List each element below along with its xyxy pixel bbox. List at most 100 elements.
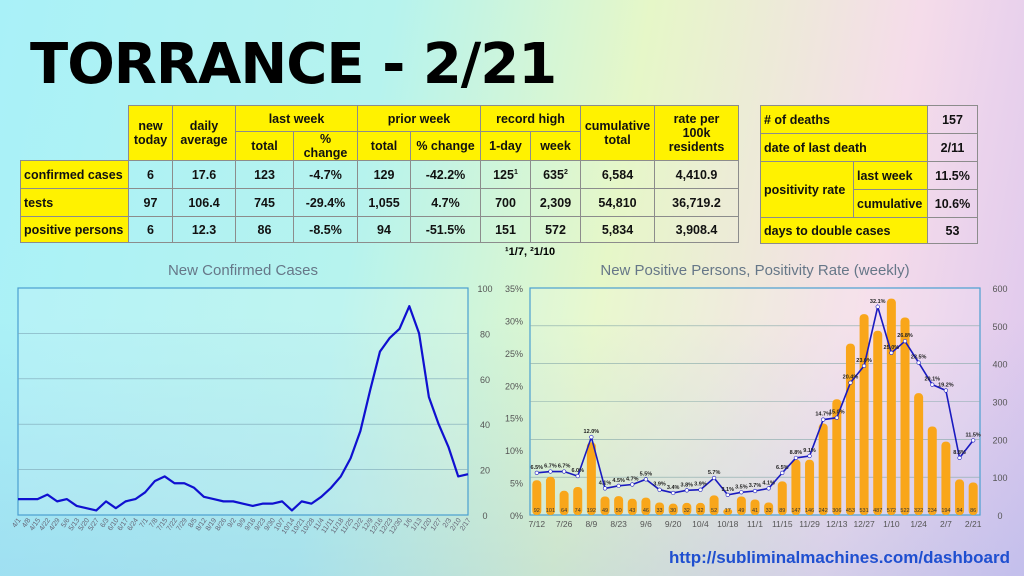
positivity-label: 32.1% [870,299,886,305]
y-tick-label: 60 [480,375,490,385]
bar-label: 64 [561,508,567,514]
positivity-point [861,363,867,368]
x-tick-label: 7/26 [556,519,573,529]
header-pct-change: % change [410,131,481,161]
cell-pw_total: 94 [357,216,411,243]
positivity-point [766,486,771,491]
bar [873,330,883,515]
row-label: positive persons [20,216,129,243]
stats-table: new today daily average last week prior … [20,105,739,243]
cell-avg: 106.4 [172,188,236,217]
cell-value: 54,810 [598,195,637,210]
bar-label: 192 [587,508,596,514]
positivity-label: 4.1% [599,480,612,486]
positivity-label: 20.1% [924,377,940,383]
y-left-tick-label: 25% [505,349,523,359]
cell-value: 129 [373,167,395,182]
positivity-label: 11.5% [966,432,981,438]
dashboard-link[interactable]: http://subliminalmachines.com/dashboard [669,548,1010,567]
x-tick-label: 1/10 [883,519,900,529]
x-tick-label: 12/13 [826,519,848,529]
cell-value: 125 [493,167,514,182]
positivity-point [589,435,594,440]
deaths-value: 157 [927,105,978,134]
cell-value: 700 [495,195,516,210]
positivity-label: 20.4% [843,375,859,381]
positivity-point [739,490,744,495]
positivity-point [602,486,608,491]
cell-new: 6 [128,216,173,243]
x-tick-label: 8/9 [585,519,597,529]
bar-label: 86 [970,508,976,514]
double-value: 53 [927,217,978,244]
positivity-point [725,492,730,497]
bar [750,499,760,515]
positivity-point [643,477,649,482]
footnote: ¹1/7, ²1/10 [505,246,556,258]
y-right-tick-label: 300 [992,398,1007,408]
cell-rec_week: 572 [530,216,581,243]
bar [832,399,842,515]
bar [845,343,855,515]
cell-lw_chg: -8.5% [293,216,358,243]
cell-pw_chg: -42.2% [410,160,481,189]
positivity-label: 15.0% [829,410,845,416]
x-tick-label: 5/6 [60,517,71,529]
bar [914,393,924,515]
cell-lw_chg: -4.7% [293,160,358,189]
page-title: TORRANCE - 2/21 [30,32,557,97]
cell-value: 97 [143,195,158,210]
bar [573,487,583,515]
x-tick-label: 2/17 [459,517,473,532]
y-left-tick-label: 30% [505,316,523,326]
x-tick-label: 9/20 [665,519,682,529]
table-row: tests 97 106.4 745 -29.4% 1,055 4.7% 700 2,309 54… [20,188,739,217]
cell-lw_total: 745 [235,188,294,217]
x-tick-label: 1/6 [403,517,414,529]
cell-value: 86 [257,222,272,237]
positivity-cumulative: 10.6% [927,189,978,218]
bar [941,441,951,515]
header-cumulative: cumulative total [580,105,655,161]
positivity-label: 6.5% [776,465,789,471]
bar-label: 531 [859,508,868,514]
y-left-tick-label: 10% [505,446,523,456]
cell-avg: 12.3 [172,216,236,243]
double-label: days to double cases [760,217,928,244]
deaths-label: # of deaths [760,105,928,134]
positivity-point [834,415,839,420]
cell-lw_total: 86 [235,216,294,243]
cell-value: 635 [543,167,564,182]
cell-pw_total: 1,055 [357,188,411,217]
positivity-point [548,469,553,474]
cell-lw_total: 123 [235,160,294,189]
bar [559,490,569,515]
row-label: tests [20,188,129,217]
bar [805,459,815,515]
x-tick-label: 11/29 [799,519,820,529]
x-tick-label: 4/1 [11,517,22,529]
x-tick-label: 8/23 [610,519,627,529]
positivity-label: 6.7% [558,464,571,470]
y-tick-label: 20 [480,466,490,476]
x-tick-label: 9/9 [236,517,247,529]
bar-label: 322 [914,508,923,514]
y-right-tick-label: 500 [992,322,1007,332]
footnote-marker: 1 [513,168,518,176]
bar [955,479,965,515]
bar [777,481,787,515]
x-tick-label: 6/3 [99,517,110,529]
x-tick-label: 9/2 [227,517,238,529]
y-right-tick-label: 600 [992,284,1007,294]
x-tick-label: 12/27 [853,519,875,529]
bar-label: 52 [711,508,717,514]
x-tick-label: 10/18 [717,519,739,529]
positivity-point [875,304,880,309]
positivity-label: 5.5% [640,471,653,477]
bar-label: 30 [670,508,676,514]
positivity-point [957,455,962,461]
positivity-point [711,475,717,481]
cell-value: 12.3 [191,222,217,237]
y-left-tick-label: 5% [510,479,523,489]
